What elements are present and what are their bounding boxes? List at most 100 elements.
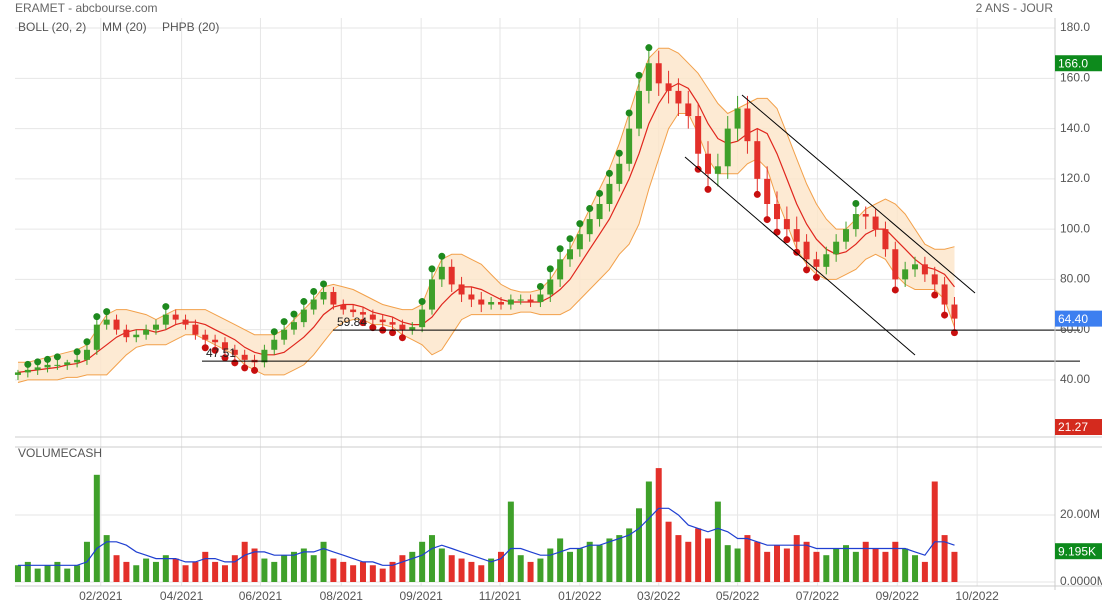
y-tick-label: 0.0000M [1060, 574, 1102, 588]
candle-body [813, 259, 820, 267]
phpb-high [418, 298, 426, 306]
candle-body [172, 314, 179, 320]
candle-body [695, 116, 702, 154]
x-tick-label: 08/2021 [320, 589, 364, 603]
candle-body [823, 254, 830, 267]
candle-body [478, 299, 485, 305]
volume-bar [616, 535, 623, 582]
volume-bar [912, 555, 919, 582]
phpb-low [950, 329, 958, 337]
candle-body [14, 372, 21, 375]
volume-bar [231, 555, 238, 582]
y-tick-label: 180.0 [1060, 20, 1090, 34]
phpb-high [44, 355, 52, 363]
volume-bar [162, 555, 169, 582]
volume-bar [724, 545, 731, 582]
legend-ma: MM (20) [102, 20, 147, 34]
candle-body [212, 339, 219, 343]
candle-body [793, 229, 800, 242]
candle-body [34, 367, 41, 370]
candle-body [379, 319, 386, 323]
candle-body [803, 241, 810, 260]
candle-body [133, 334, 140, 338]
volume-bar [636, 508, 642, 582]
volume-bar [902, 548, 909, 582]
phpb-high [615, 149, 623, 157]
candle-body [951, 304, 958, 319]
candle-body [665, 83, 672, 91]
x-tick-label: 04/2021 [160, 589, 204, 603]
candle-body [182, 319, 189, 325]
volume-bar [695, 528, 702, 582]
candle-body [488, 302, 495, 305]
volume-bar [389, 561, 396, 582]
phpb-low [773, 228, 781, 236]
candle-body [241, 354, 248, 360]
phpb-low [812, 273, 820, 281]
candle-body [941, 284, 948, 305]
volume-bar [44, 565, 51, 582]
volume-bar [843, 545, 850, 582]
level-label: 47.51 [206, 346, 236, 360]
phpb-low [694, 165, 702, 173]
candle-body [892, 249, 899, 280]
volume-bar [606, 538, 613, 582]
phpb-high [428, 265, 436, 273]
volume-bar [576, 548, 583, 582]
volume-bar [596, 545, 603, 582]
candle-body [231, 349, 238, 355]
phpb-high [73, 348, 81, 356]
candle-body [744, 108, 751, 142]
phpb-low [753, 190, 761, 198]
volume-bar [705, 538, 712, 582]
volume-bar [369, 565, 376, 582]
candle-body [872, 216, 879, 230]
phpb-low [891, 286, 899, 294]
candle-body [419, 309, 426, 328]
candle-body [497, 302, 504, 305]
price-badge-label: 166.0 [1058, 56, 1088, 70]
phpb-low [359, 319, 367, 327]
volume-bar [754, 541, 761, 582]
candle-body [754, 141, 761, 179]
y-tick-label: 40.00 [1060, 372, 1090, 386]
legend-boll: BOLL (20, 2) [18, 20, 86, 34]
volume-bar [892, 541, 899, 582]
volume-bar [734, 548, 741, 582]
volume-bar [872, 548, 879, 582]
volume-bar [14, 565, 21, 582]
candle-body [655, 63, 662, 84]
candle-body [912, 264, 919, 270]
candle-body [616, 163, 623, 184]
title: ERAMET - abcbourse.com [15, 1, 158, 15]
phpb-low [389, 329, 397, 337]
candle-body [675, 90, 682, 104]
y-tick-label: 120.0 [1060, 171, 1090, 185]
volume-bar [852, 551, 859, 582]
candle-body [143, 329, 150, 335]
candle-body [566, 249, 573, 260]
phpb-high [310, 287, 318, 295]
candle-body [83, 349, 90, 360]
volume-bar [626, 528, 633, 582]
x-tick-label: 06/2021 [239, 589, 283, 603]
volume-bar [793, 535, 800, 582]
volume-bar [271, 561, 278, 582]
x-tick-label: 10/2022 [955, 589, 999, 603]
volume-bar [882, 551, 889, 582]
candle-body [359, 312, 366, 315]
phpb-high [438, 252, 446, 260]
volume-bar [547, 548, 554, 582]
x-tick-label: 02/2021 [79, 589, 123, 603]
candle-body [714, 166, 721, 174]
legend-phpb: PHPB (20) [162, 20, 219, 34]
candle-body [606, 183, 613, 204]
candle-body [310, 299, 317, 310]
candle-body [783, 219, 790, 230]
phpb-low [201, 344, 209, 352]
volume-bar [488, 558, 495, 582]
candle-body [882, 229, 889, 250]
phpb-low [211, 346, 219, 354]
volume-bar [941, 535, 948, 582]
phpb-low [369, 324, 377, 332]
